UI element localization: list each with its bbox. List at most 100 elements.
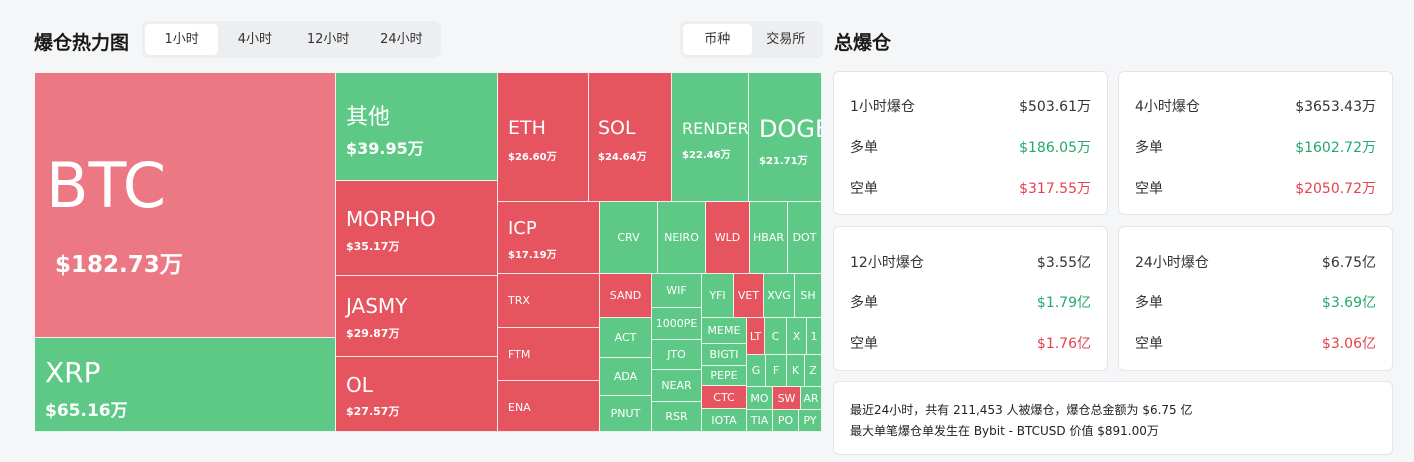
tile-symbol: JASMY [346,294,408,318]
summary-card-1h: 1小时爆仓 $503.61万 多单 $186.05万 空单 $317.55万 [833,71,1108,215]
tile-symbol: ETH [508,117,546,139]
tile-wld[interactable]: WLD [706,202,750,274]
card-total: $6.75亿 [1321,255,1376,271]
tile-symbol: MORPHO [346,207,436,231]
tile-symbol: BTC [46,149,167,222]
summary-card-12h: 12小时爆仓 $3.55亿 多单 $1.79亿 空单 $1.76亿 [833,226,1108,371]
long-value: $3.69亿 [1321,295,1376,311]
tab-4h[interactable]: 4小时 [237,32,273,47]
tile-sand[interactable]: SAND [600,274,652,318]
card-title: 1小时爆仓 [850,99,915,115]
tile-one[interactable]: 1 [807,318,822,355]
liquidation-heatmap: BTC $182.73万 XRP $65.16万 其他 $39.95万 MORP… [35,73,822,432]
tile-x[interactable]: X [787,318,807,355]
tile-value: $24.64万 [598,152,647,163]
tile-btc[interactable]: BTC $182.73万 [35,73,336,338]
tile-ftm[interactable]: FTM [498,328,600,381]
tab-by-exchange[interactable]: 交易所 [766,32,806,47]
info-line-total: 最近24小时，共有 211,453 人被爆仓，爆仓总金额为 $6.75 亿 [850,403,1193,417]
tile-ena[interactable]: ENA [498,381,600,432]
tile-icp[interactable]: ICP $17.19万 [498,202,600,274]
tile-neiro[interactable]: NEIRO [658,202,706,274]
tile-eth[interactable]: ETH $26.60万 [498,73,589,202]
tile-value: $26.60万 [508,152,557,163]
tile-g[interactable]: G [747,355,766,387]
long-value: $186.05万 [1019,140,1091,156]
info-line-largest: 最大单笔爆仓单发生在 Bybit - BTCUSD 价值 $891.00万 [850,424,1159,438]
card-total: $3.55亿 [1036,255,1091,271]
tile-dot[interactable]: DOT [788,202,822,274]
short-label: 空单 [1135,336,1163,352]
tile-pepe[interactable]: PEPE [702,366,747,386]
tile-ctc[interactable]: CTC [702,386,747,409]
tile-rsr[interactable]: RSR [652,402,702,432]
tile-value: $29.87万 [346,327,400,340]
tab-by-coin[interactable]: 币种 [683,24,752,55]
short-value: $317.55万 [1019,181,1091,197]
tile-ada[interactable]: ADA [600,358,652,396]
tile-jasmy[interactable]: JASMY $29.87万 [336,276,498,357]
tile-f[interactable]: F [766,355,787,387]
tile-value: $17.19万 [508,250,557,261]
tile-po[interactable]: PO [773,410,799,432]
tile-xrp[interactable]: XRP $65.16万 [35,338,336,432]
tile-c[interactable]: C [765,318,787,355]
tile-act[interactable]: ACT [600,318,652,358]
tile-yfi[interactable]: YFI [702,274,734,318]
tile-other[interactable]: 其他 $39.95万 [336,73,498,181]
tile-value: $39.95万 [346,139,424,158]
short-label: 空单 [850,181,878,197]
short-value: $1.76亿 [1036,336,1091,352]
tile-symbol: ICP [508,218,537,239]
tile-wif[interactable]: WIF [652,274,702,308]
short-value: $3.06亿 [1321,336,1376,352]
tile-doge[interactable]: DOGE $21.71万 [749,73,822,202]
tile-sol[interactable]: SOL $24.64万 [589,73,672,202]
tile-xvg[interactable]: XVG [764,274,795,318]
tile-iota[interactable]: IOTA [702,409,747,432]
tile-symbol: DOGE [759,115,821,143]
tile-morpho[interactable]: MORPHO $35.17万 [336,181,498,276]
tile-tia[interactable]: TIA [747,410,773,432]
tile-value: $182.73万 [55,252,183,278]
summary-title: 总爆仓 [834,32,892,54]
summary-card-24h: 24小时爆仓 $6.75亿 多单 $3.69亿 空单 $3.06亿 [1118,226,1393,371]
card-title: 4小时爆仓 [1135,99,1200,115]
tile-symbol: OL [346,373,373,397]
tile-1000pepe[interactable]: 1000PE [652,308,702,340]
tile-mo[interactable]: MO [747,387,773,410]
long-label: 多单 [1135,140,1163,156]
tile-symbol: 其他 [346,105,391,130]
tile-meme[interactable]: MEME [702,318,747,344]
tile-bigtime[interactable]: BIGTI [702,344,747,366]
tile-ol[interactable]: OL $27.57万 [336,357,498,432]
tab-24h[interactable]: 24小时 [380,32,423,47]
tile-ar[interactable]: AR [801,387,822,410]
tab-12h[interactable]: 12小时 [306,32,350,47]
tile-crv[interactable]: CRV [600,202,658,274]
tile-value: $35.17万 [346,240,400,253]
tile-hbar[interactable]: HBAR [750,202,788,274]
tile-trx[interactable]: TRX [498,274,600,328]
tile-py[interactable]: PY [799,410,822,432]
page-title: 爆仓热力图 [34,32,130,54]
tile-pnut[interactable]: PNUT [600,396,652,432]
tile-value: $65.16万 [45,401,128,421]
short-value: $2050.72万 [1295,181,1376,197]
tile-render[interactable]: RENDER $22.46万 [672,73,749,202]
long-value: $1.79亿 [1036,295,1091,311]
tile-z[interactable]: Z [805,355,822,387]
tile-jto[interactable]: JTO [652,340,702,370]
tile-k[interactable]: K [787,355,805,387]
tile-lt[interactable]: LT [747,318,765,355]
tile-value: $22.46万 [682,150,731,161]
tile-symbol: TRX [508,294,530,307]
tile-near[interactable]: NEAR [652,370,702,402]
tab-1h[interactable]: 1小时 [145,24,219,55]
tile-symbol: RENDER [682,119,749,138]
tile-vet[interactable]: VET [734,274,764,318]
tile-symbol: ENA [508,401,531,414]
tile-sw[interactable]: SW [773,387,801,410]
tile-sh[interactable]: SH [795,274,822,318]
summary-card-4h: 4小时爆仓 $3653.43万 多单 $1602.72万 空单 $2050.72万 [1118,71,1393,215]
